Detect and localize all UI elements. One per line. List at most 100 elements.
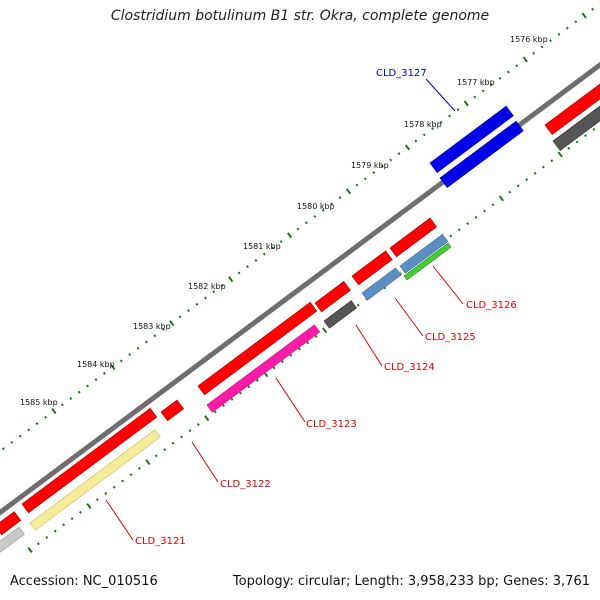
gene-label-cld-3125[interactable]: CLD_3125 (425, 332, 476, 343)
scale-tick (439, 120, 443, 124)
gene-label-cld-3122[interactable]: CLD_3122 (220, 479, 271, 490)
scale-tick (203, 296, 207, 300)
scale-tick (136, 346, 140, 350)
scale-tick (414, 139, 418, 143)
scale-tick (69, 397, 73, 400)
inner-scale-tick (584, 134, 587, 138)
inner-scale-tick (70, 517, 74, 521)
scale-tick (456, 108, 460, 112)
scale-tick (195, 302, 199, 306)
inner-scale-tick (516, 184, 520, 188)
gene-label-cld-3127[interactable]: CLD_3127 (376, 68, 427, 79)
inner-scale-tick (557, 151, 563, 158)
gene-gray-upper-right (552, 105, 600, 152)
inner-scale-tick (104, 492, 108, 495)
callout-cld-3124 (355, 324, 383, 367)
scale-tick (212, 290, 216, 294)
callout-cld-3122 (191, 441, 219, 483)
callout-cld-3126 (432, 265, 464, 305)
gene-label-cld-3124[interactable]: CLD_3124 (384, 362, 435, 373)
inner-scale-tick (154, 454, 158, 458)
inner-scale-tick (525, 178, 529, 182)
inner-scale-tick (575, 140, 579, 144)
inner-scale-tick (255, 379, 259, 382)
inner-scale-tick (247, 385, 251, 389)
gene-gray-left (0, 526, 25, 553)
inner-scale-tick (321, 327, 328, 334)
inner-scale-tick (533, 171, 537, 175)
scale-tick (279, 240, 283, 244)
inner-scale-tick (27, 546, 33, 554)
scale-tick (44, 415, 47, 419)
scale-tick (169, 320, 175, 327)
gene-label-cld-3121[interactable]: CLD_3121 (135, 536, 186, 547)
scale-tick (313, 214, 317, 218)
gene-green-bevel (404, 239, 454, 276)
gene-red-a-bevel (390, 214, 436, 248)
genome-title: Clostridium botulinum B1 str. Okra, comp… (110, 8, 490, 24)
callout-cld-3121 (105, 499, 134, 541)
scale-tick (481, 89, 485, 93)
kbp-label-1580: 1580 kbp (297, 202, 335, 211)
inner-scale-tick (45, 535, 49, 539)
kbp-label-1581: 1581 kbp (243, 242, 281, 251)
inner-scale-tick (213, 410, 217, 414)
scale-tick (380, 164, 384, 168)
inner-scale-tick (171, 441, 175, 445)
gene-gray-left-bevel (0, 523, 25, 542)
scale-tick (18, 434, 22, 438)
scale-tick (254, 258, 258, 262)
scale-tick (321, 208, 325, 212)
scale-tick (463, 100, 469, 107)
genome-backbone (0, 61, 600, 516)
kbp-label-1585: 1585 kbp (20, 398, 58, 407)
gene-cld-3125 (361, 267, 402, 301)
scale-tick (153, 334, 157, 338)
genome-stats-text: Topology: circular; Length: 3,958,233 bp… (232, 574, 590, 589)
inner-scale-tick (222, 404, 226, 408)
kbp-label-1584: 1584 kbp (77, 360, 115, 369)
inner-scale-tick (289, 353, 293, 357)
scale-tick (591, 7, 595, 11)
scale-tick (540, 45, 544, 49)
gene-cld-3124-bevel (324, 296, 357, 321)
gene-label-cld-3123[interactable]: CLD_3123 (306, 419, 357, 430)
inner-scale-tick (129, 473, 133, 477)
kbp-label-1579: 1579 kbp (351, 161, 389, 170)
scale-tick (86, 384, 90, 388)
scale-tick (246, 265, 249, 269)
gene-cld-3123-bevel (207, 320, 320, 405)
scale-tick (498, 76, 502, 80)
inner-scale-tick (188, 429, 192, 433)
gene-red-d (197, 301, 318, 396)
accession-text: Accession: NC_010516 (10, 574, 158, 589)
inner-scale-tick (449, 234, 453, 238)
gene-cld-3121 (29, 429, 161, 531)
scale-tick (296, 227, 300, 231)
gene-red-upper-right (544, 83, 600, 136)
inner-scale-tick (36, 542, 40, 546)
inner-scale-tick (457, 228, 461, 232)
scale-tick (522, 56, 528, 63)
inner-scale-tick (137, 466, 141, 470)
inner-scale-tick (541, 165, 545, 169)
scale-tick (355, 183, 359, 187)
inner-scale-tick (62, 523, 66, 527)
scale-tick (330, 202, 334, 206)
kbp-label-1583: 1583 kbp (133, 322, 171, 331)
scale-tick (60, 403, 64, 407)
scale-tick (1, 447, 5, 451)
scale-tick (448, 114, 451, 118)
scale-tick (506, 70, 510, 74)
inner-scale-tick (145, 459, 151, 466)
scale-tick (220, 284, 224, 287)
kbp-label-1582: 1582 kbp (188, 282, 226, 291)
scale-tick (178, 315, 182, 319)
callout-cld-3127 (425, 78, 456, 112)
gene-cld-3121-bevel (30, 425, 161, 523)
inner-scale-tick (592, 127, 596, 131)
gene-cld-3126-bevel (400, 230, 448, 266)
gene-label-cld-3126[interactable]: CLD_3126 (466, 300, 517, 311)
scale-tick (338, 196, 342, 200)
